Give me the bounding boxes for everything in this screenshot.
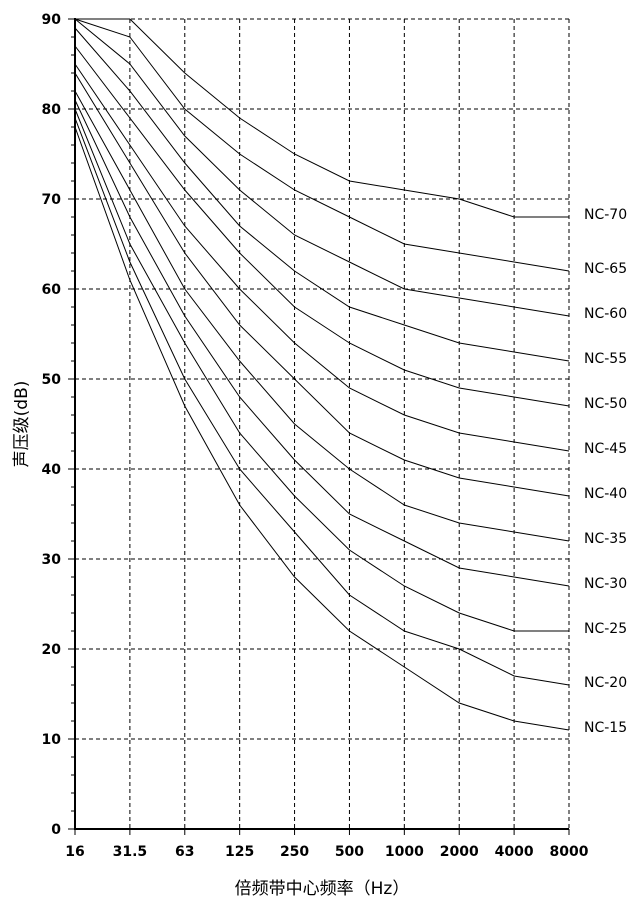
series-line-nc-70 xyxy=(75,18,569,218)
x-tick-label: 16 xyxy=(65,844,84,860)
y-axis-title: 声压级(dB) xyxy=(12,381,32,468)
y-tick-label: 60 xyxy=(42,282,62,298)
series-line-nc-30 xyxy=(74,99,570,587)
x-tick-label: 125 xyxy=(225,844,254,860)
y-tick-label: 40 xyxy=(42,462,62,478)
series-line-nc-50 xyxy=(74,45,570,407)
series-line-nc-40 xyxy=(74,72,570,497)
series-label-nc-15: NC-15 xyxy=(584,720,627,736)
series-line-nc-65 xyxy=(74,18,570,272)
x-tick-label: 500 xyxy=(335,844,364,860)
series-line-nc-20 xyxy=(74,117,570,686)
y-tick-label: 10 xyxy=(42,732,62,748)
series-label-nc-25: NC-25 xyxy=(584,621,627,637)
series-label-nc-65: NC-65 xyxy=(584,261,627,277)
series-label-nc-40: NC-40 xyxy=(584,486,627,502)
series-line-nc-45 xyxy=(74,63,570,452)
x-tick-label: 4000 xyxy=(495,844,534,860)
y-tick-label: 90 xyxy=(42,12,62,28)
series-label-nc-45: NC-45 xyxy=(584,441,627,457)
y-tick-label: 20 xyxy=(42,642,62,658)
y-tick-label: 30 xyxy=(42,552,62,568)
series-line-nc-15 xyxy=(74,126,570,731)
x-tick-label: 1000 xyxy=(385,844,424,860)
y-tick-label: 0 xyxy=(51,822,61,838)
labels: 0 10 20 30 40 50 60 70 80 90 16 31.5 63 125 250 500 1000… xyxy=(42,12,628,860)
x-axis-title: 倍频带中心频率（Hz） xyxy=(235,879,410,899)
series-label-nc-60: NC-60 xyxy=(584,306,627,322)
y-tick-label: 50 xyxy=(42,372,62,388)
x-tick-label: 63 xyxy=(175,844,194,860)
series-lines xyxy=(74,18,570,731)
series-line-nc-25 xyxy=(74,108,569,632)
axes xyxy=(68,18,570,835)
x-tick-label: 8000 xyxy=(550,844,589,860)
series-line-nc-55 xyxy=(74,27,570,362)
x-tick-label: 2000 xyxy=(440,844,479,860)
series-label-nc-50: NC-50 xyxy=(584,396,627,412)
grid xyxy=(75,18,570,829)
series-line-nc-35 xyxy=(74,90,570,542)
series-label-nc-20: NC-20 xyxy=(584,675,627,691)
series-label-nc-70: NC-70 xyxy=(584,207,627,223)
y-tick-label: 80 xyxy=(42,102,62,118)
series-label-nc-55: NC-55 xyxy=(584,351,627,367)
x-tick-label: 31.5 xyxy=(113,844,148,860)
y-tick-label: 70 xyxy=(42,192,62,208)
series-label-nc-30: NC-30 xyxy=(584,576,627,592)
series-line-nc-60 xyxy=(74,18,570,317)
x-tick-label: 250 xyxy=(280,844,309,860)
series-label-nc-35: NC-35 xyxy=(584,531,627,547)
